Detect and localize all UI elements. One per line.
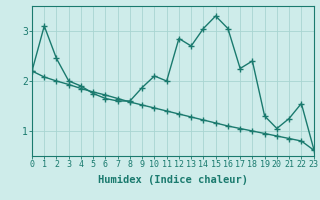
X-axis label: Humidex (Indice chaleur): Humidex (Indice chaleur): [98, 175, 248, 185]
